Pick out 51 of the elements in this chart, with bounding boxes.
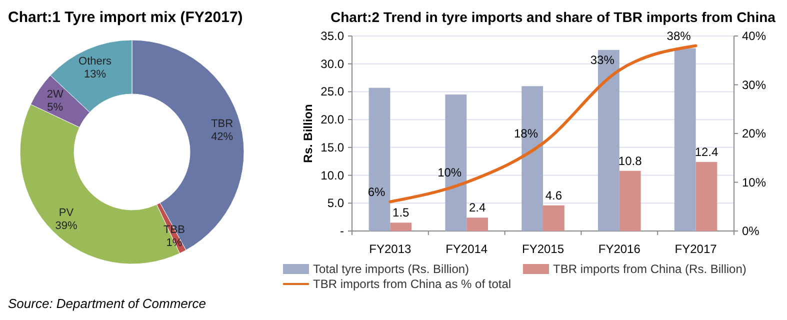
y2-tick-label: 30%	[742, 78, 766, 92]
data-label: 10%	[438, 165, 462, 180]
data-label: 13%	[84, 68, 106, 81]
line-series	[388, 44, 698, 204]
data-label: 38%	[666, 28, 692, 43]
y-tick-label: 5.0	[327, 196, 344, 210]
legend-label: TBR imports from China as % of total	[313, 277, 512, 291]
bar	[696, 162, 718, 231]
x-tick-label: FY2017	[674, 242, 718, 256]
x-tick-label: FY2015	[522, 242, 564, 256]
slice-label: 2W	[46, 88, 64, 101]
data-label: 1.5	[392, 206, 410, 220]
source-note: Source: Department of Commerce	[8, 296, 206, 311]
y-tick-label: 25.0	[320, 84, 344, 99]
data-label: 42%	[211, 130, 234, 143]
bar	[390, 222, 412, 231]
slice-label: TBR	[211, 118, 234, 130]
y-tick-label: 35.0	[320, 29, 344, 43]
slice-label: Others	[78, 56, 112, 68]
y-tick-label: 10.0	[320, 168, 344, 182]
bar	[368, 88, 390, 231]
y-tick-label: 30.0	[320, 56, 344, 71]
y-tick-label: 15.0	[320, 140, 344, 154]
x-tick-label: FY2013	[369, 242, 412, 256]
x-tick-label: FY2014	[446, 242, 488, 256]
y-axis-title: Rs. Billion	[301, 104, 315, 163]
data-label: 10.8	[618, 154, 642, 168]
x-tick-label: FY2016	[598, 242, 641, 256]
y-tick-label: 20.0	[320, 112, 344, 127]
data-label: 5%	[47, 102, 64, 114]
data-label: 33%	[590, 53, 615, 68]
data-label: 4.6	[545, 188, 562, 202]
data-label: 6%	[368, 184, 386, 199]
bar	[543, 205, 564, 231]
slice-label: PV	[58, 206, 74, 219]
data-label: 2.4	[468, 200, 486, 215]
data-label: 18%	[514, 126, 538, 140]
y-tick-label: -	[340, 224, 344, 238]
y2-tick-label: 0%	[742, 224, 760, 238]
data-label: 39%	[55, 220, 78, 232]
legend-label: TBR imports from China (Rs. Billion)	[553, 262, 746, 276]
bar	[466, 218, 488, 231]
data-label: 12.4	[694, 144, 718, 159]
chart-title: Chart:2 Trend in tyre imports and share of TBR imports from China	[330, 9, 776, 25]
bar	[619, 170, 641, 231]
bar	[674, 48, 696, 231]
y2-tick-label: 20%	[742, 126, 766, 140]
y2-tick-label: 10%	[742, 175, 766, 190]
legend-label: Total tyre imports (Rs. Billion)	[313, 262, 470, 276]
y2-tick-label: 40%	[742, 29, 766, 43]
chart-title: Chart:1 Tyre import mix (FY2017)	[8, 9, 243, 26]
